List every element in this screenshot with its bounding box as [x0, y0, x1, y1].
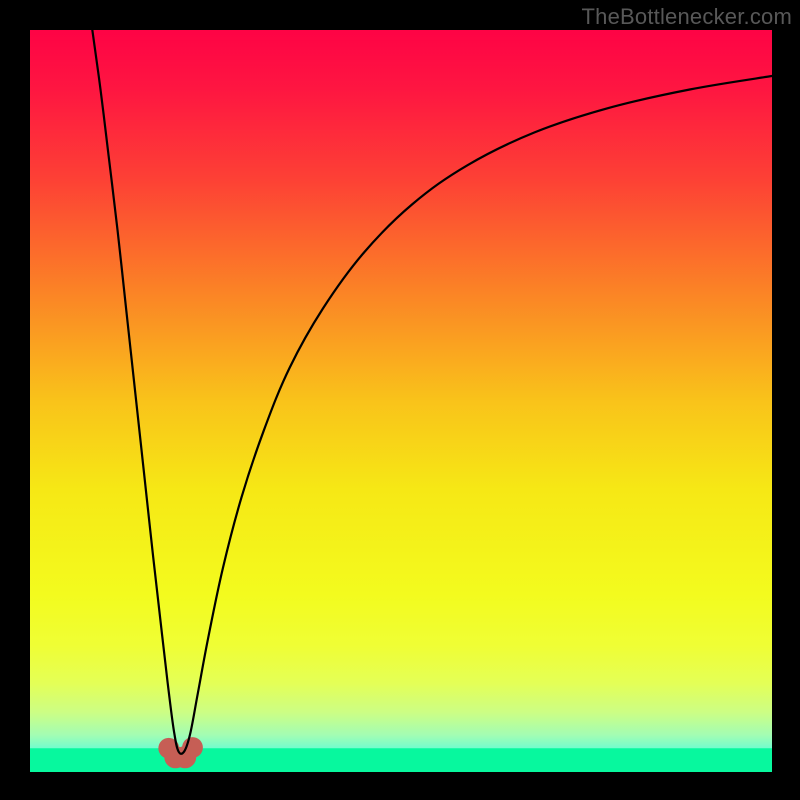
- green-band: [30, 748, 772, 772]
- chart-frame: TheBottlenecker.com: [0, 0, 800, 800]
- attribution-text: TheBottlenecker.com: [582, 4, 792, 30]
- chart-svg: [30, 30, 772, 772]
- gradient-background: [30, 30, 772, 772]
- chart-plot-area: [30, 30, 772, 772]
